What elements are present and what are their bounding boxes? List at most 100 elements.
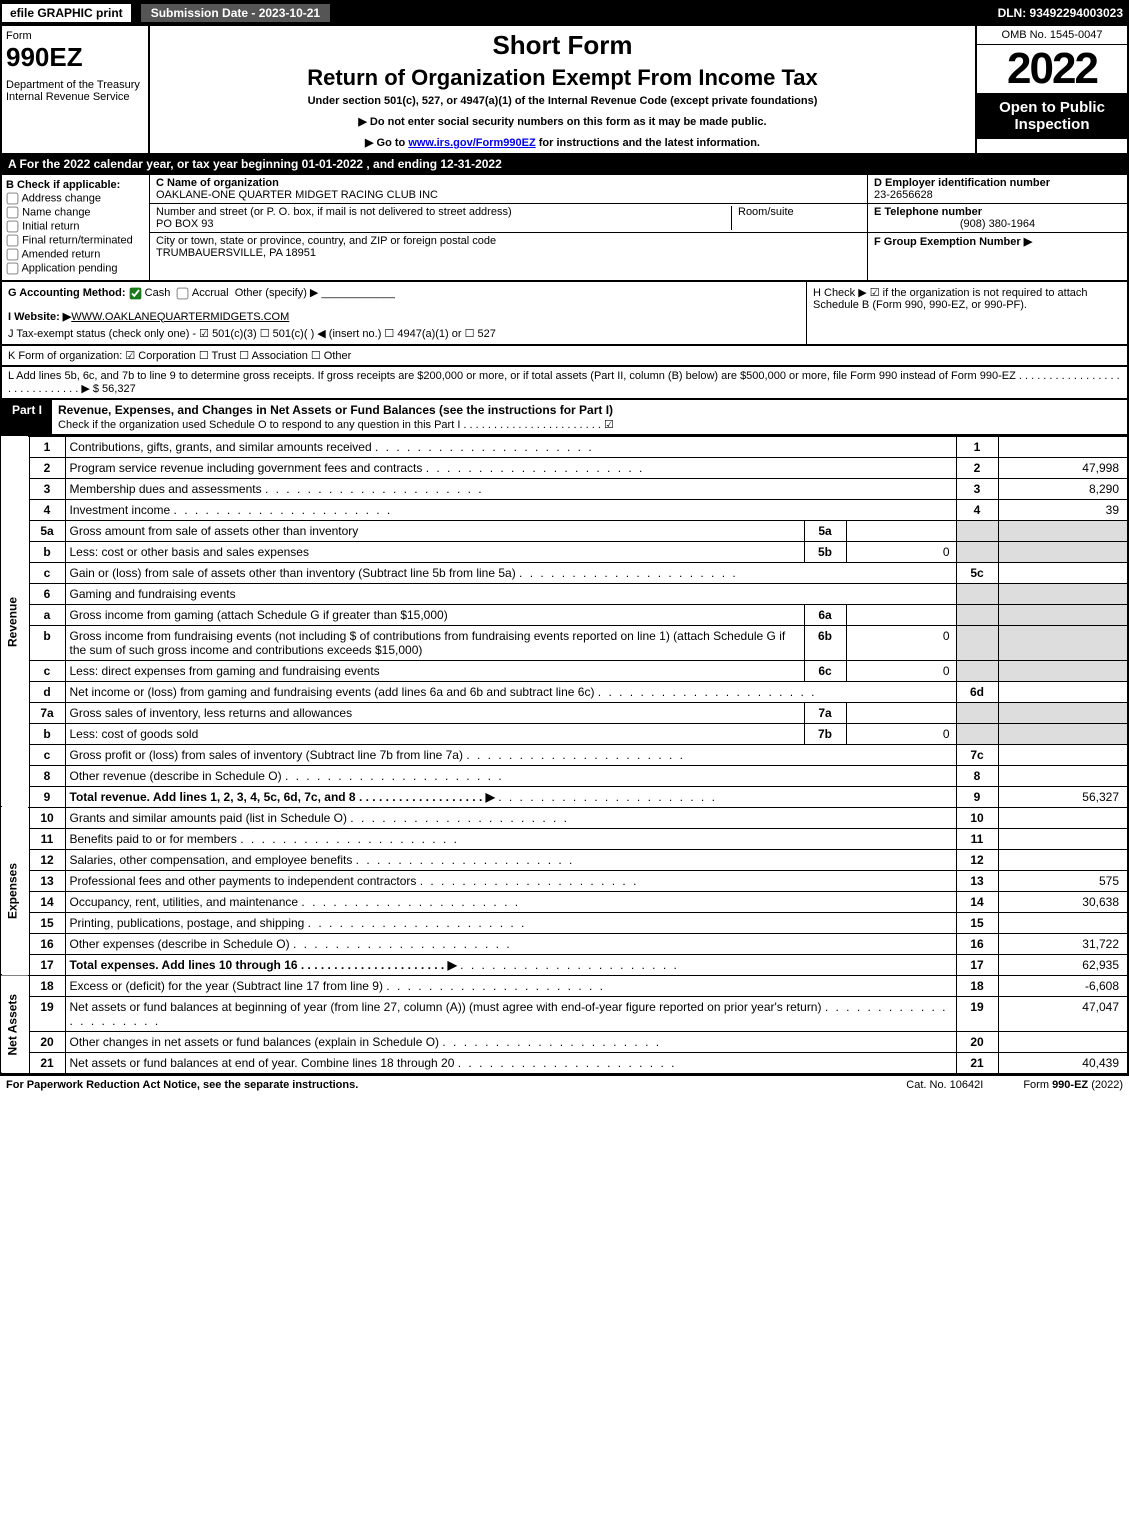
table-row: 11Benefits paid to or for members 11	[1, 828, 1128, 849]
line-ref: 21	[956, 1052, 998, 1074]
sub-num: 6b	[804, 625, 846, 660]
goto-pre: ▶ Go to	[365, 137, 408, 149]
line-number: c	[29, 660, 65, 681]
line-value: 30,638	[998, 891, 1128, 912]
line-number: b	[29, 723, 65, 744]
part-1-label: Part I	[2, 400, 52, 434]
line-value	[998, 681, 1128, 702]
table-row: 9Total revenue. Add lines 1, 2, 3, 4, 5c…	[1, 786, 1128, 807]
c-street-row: Number and street (or P. O. box, if mail…	[150, 204, 867, 233]
line-number: b	[29, 625, 65, 660]
line-desc: Other expenses (describe in Schedule O)	[65, 933, 956, 954]
form-number: 990EZ	[6, 42, 144, 73]
line-value: 8,290	[998, 478, 1128, 499]
section-def: D Employer identification number23-26566…	[867, 175, 1127, 280]
shade-cell	[998, 723, 1128, 744]
lbl-name-change: Name change	[22, 206, 91, 218]
line-number: 2	[29, 457, 65, 478]
line-desc: Gross amount from sale of assets other t…	[65, 520, 804, 541]
j-text: J Tax-exempt status (check only one) - ☑…	[8, 327, 800, 340]
chk-name-change[interactable]: Name change	[6, 206, 145, 219]
c-city-row: City or town, state or province, country…	[150, 233, 867, 261]
sub-val: 0	[846, 625, 956, 660]
department: Department of the Treasury Internal Reve…	[6, 79, 144, 103]
line-desc: Benefits paid to or for members	[65, 828, 956, 849]
table-row: 16Other expenses (describe in Schedule O…	[1, 933, 1128, 954]
line-desc: Gross income from gaming (attach Schedul…	[65, 604, 804, 625]
sub-num: 6a	[804, 604, 846, 625]
shade-cell	[956, 702, 998, 723]
line-value	[998, 828, 1128, 849]
city-lbl: City or town, state or province, country…	[156, 235, 496, 247]
line-value	[998, 912, 1128, 933]
part1-sub: Check if the organization used Schedule …	[58, 419, 614, 431]
line-value: 47,047	[998, 996, 1128, 1031]
line-number: b	[29, 541, 65, 562]
line-desc: Salaries, other compensation, and employ…	[65, 849, 956, 870]
lbl-final: Final return/terminated	[22, 234, 133, 246]
table-row: 3Membership dues and assessments 38,290	[1, 478, 1128, 499]
street-lbl: Number and street (or P. O. box, if mail…	[156, 206, 512, 218]
sub-num: 5b	[804, 541, 846, 562]
website-val: WWW.OAKLANEQUARTERMIDGETS.COM	[71, 311, 289, 323]
chk-amended[interactable]: Amended return	[6, 248, 145, 261]
shade-cell	[998, 660, 1128, 681]
street-val: PO BOX 93	[156, 218, 213, 230]
line-ref: 19	[956, 996, 998, 1031]
line-ref: 12	[956, 849, 998, 870]
table-row: 7aGross sales of inventory, less returns…	[1, 702, 1128, 723]
line-ref: 11	[956, 828, 998, 849]
line-value: 62,935	[998, 954, 1128, 975]
g-lbl: G Accounting Method:	[8, 287, 126, 299]
line-number: c	[29, 744, 65, 765]
line-number: 4	[29, 499, 65, 520]
section-b: B Check if applicable: Address change Na…	[2, 175, 150, 280]
line-desc: Gaming and fundraising events	[65, 583, 956, 604]
line-desc: Total expenses. Add lines 10 through 16 …	[65, 954, 956, 975]
line-value	[998, 562, 1128, 583]
line-ref: 16	[956, 933, 998, 954]
short-form-title: Short Form	[158, 30, 967, 61]
open-public: Open to Public Inspection	[977, 93, 1127, 139]
footer: For Paperwork Reduction Act Notice, see …	[0, 1075, 1129, 1094]
chk-cash[interactable]	[129, 287, 141, 299]
table-row: 5aGross amount from sale of assets other…	[1, 520, 1128, 541]
line-ref: 20	[956, 1031, 998, 1052]
shade-cell	[998, 583, 1128, 604]
table-row: Revenue1Contributions, gifts, grants, an…	[1, 436, 1128, 457]
line-desc: Gross profit or (loss) from sales of inv…	[65, 744, 956, 765]
line-value: -6,608	[998, 975, 1128, 996]
line-value	[998, 1031, 1128, 1052]
line-desc: Professional fees and other payments to …	[65, 870, 956, 891]
side-label: Net Assets	[1, 975, 29, 1074]
irs-link[interactable]: www.irs.gov/Form990EZ	[408, 137, 535, 149]
chk-address-change[interactable]: Address change	[6, 192, 145, 205]
line-ref: 13	[956, 870, 998, 891]
chk-initial[interactable]: Initial return	[6, 220, 145, 233]
city-val: TRUMBAUERSVILLE, PA 18951	[156, 247, 316, 259]
line-ref: 14	[956, 891, 998, 912]
table-row: 20Other changes in net assets or fund ba…	[1, 1031, 1128, 1052]
line-number: 10	[29, 807, 65, 828]
row-bc: B Check if applicable: Address change Na…	[0, 175, 1129, 282]
line-value: 40,439	[998, 1052, 1128, 1074]
section-a: A For the 2022 calendar year, or tax yea…	[0, 155, 1129, 175]
shade-cell	[956, 541, 998, 562]
part-1-header: Part I Revenue, Expenses, and Changes in…	[0, 400, 1129, 436]
f-lbl: F Group Exemption Number ▶	[874, 236, 1032, 248]
chk-final[interactable]: Final return/terminated	[6, 234, 145, 247]
shade-cell	[998, 520, 1128, 541]
header-center: Short Form Return of Organization Exempt…	[150, 26, 975, 153]
shade-cell	[956, 520, 998, 541]
line-number: 12	[29, 849, 65, 870]
line-number: 8	[29, 765, 65, 786]
chk-accrual[interactable]	[177, 287, 189, 299]
line-desc: Program service revenue including govern…	[65, 457, 956, 478]
line-ref: 15	[956, 912, 998, 933]
d-row: D Employer identification number23-26566…	[868, 175, 1127, 204]
chk-pending[interactable]: Application pending	[6, 262, 145, 275]
sub-num: 6c	[804, 660, 846, 681]
i-lbl: I Website: ▶	[8, 311, 71, 323]
table-row: 14Occupancy, rent, utilities, and mainte…	[1, 891, 1128, 912]
line-number: 6	[29, 583, 65, 604]
